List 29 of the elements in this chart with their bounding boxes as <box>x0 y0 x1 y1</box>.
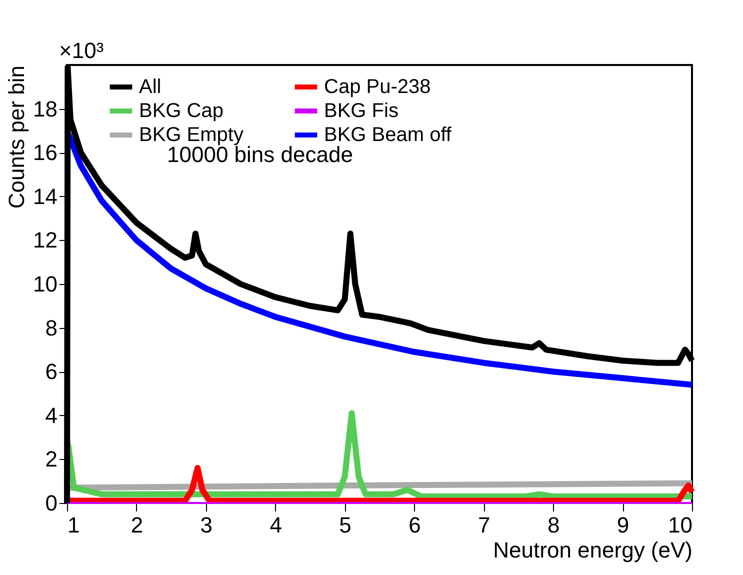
y-tick-label: 10 <box>33 272 58 296</box>
legend-label: BKG Cap <box>139 100 224 122</box>
x-tick-label: 7 <box>478 512 490 538</box>
y-tick-label: 12 <box>33 228 58 253</box>
legend-label: BKG Empty <box>139 124 244 146</box>
x-tick-label: 6 <box>408 512 421 538</box>
x-axis-title: Neutron energy (eV) <box>493 538 692 562</box>
y-tick-label: 16 <box>33 140 58 166</box>
legend-label: All <box>139 76 162 98</box>
x-tick-label: 1 <box>68 512 80 538</box>
y-tick-label: 14 <box>33 184 58 209</box>
y-tick-label: 2 <box>45 446 58 472</box>
y-axis-title: Counts per bin <box>4 66 30 209</box>
legend-label: BKG Beam off <box>324 124 452 146</box>
legend-label: Cap Pu-238 <box>324 76 431 98</box>
y-tick-label: 0 <box>45 490 58 516</box>
x-tick-label: 8 <box>547 512 560 538</box>
x-tick-label: 2 <box>130 512 144 538</box>
y-tick-label: 18 <box>33 96 58 122</box>
x-tick-label: 10 <box>668 512 692 538</box>
y-tick-label: 8 <box>45 315 58 340</box>
x-tick-label: 9 <box>616 512 630 538</box>
x-tick-label: 4 <box>270 512 282 538</box>
x-tick-label: 5 <box>339 512 352 538</box>
x-tick-label: 3 <box>200 512 213 538</box>
text: ×10³ <box>59 38 104 63</box>
y-tick-label: 6 <box>45 359 58 384</box>
y-tick-label: 4 <box>45 402 58 428</box>
legend-label: BKG Fis <box>324 100 398 122</box>
